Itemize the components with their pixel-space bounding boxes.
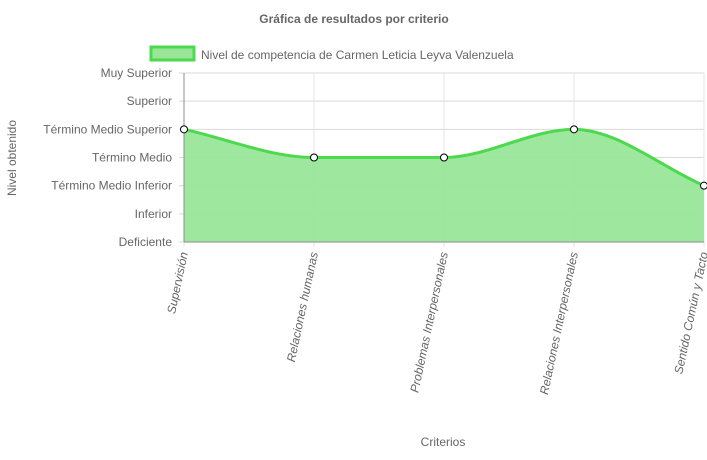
data-point[interactable] xyxy=(181,126,188,133)
chart-title: Gráfica de resultados por criterio xyxy=(259,12,448,26)
x-tick-label: Relaciones humanas xyxy=(284,251,321,364)
x-tick-labels: Supervisión Relaciones humanas Problemas I… xyxy=(164,250,707,395)
y-tick-label: Término Medio xyxy=(92,151,172,165)
x-tick-label: Problemas Interpersonales xyxy=(407,251,451,394)
y-tick-label: Término Medio Inferior xyxy=(51,179,172,193)
y-tick-label: Muy Superior xyxy=(101,66,172,80)
y-tick-labels: Deficiente Inferior Término Medio Inferior… xyxy=(43,66,172,249)
x-tick-label: Sentido Común y Tacto xyxy=(671,250,707,375)
data-point[interactable] xyxy=(701,182,707,189)
y-tick-label: Deficiente xyxy=(119,235,173,249)
y-tick-label: Término Medio Superior xyxy=(43,122,172,136)
data-point[interactable] xyxy=(571,126,578,133)
y-axis-title: Nivel obtenido xyxy=(5,120,19,196)
data-point[interactable] xyxy=(441,154,448,161)
legend-label: Nivel de competencia de Carmen Leticia L… xyxy=(201,48,514,62)
y-tick-label: Inferior xyxy=(135,207,172,221)
x-axis-title: Criterios xyxy=(421,435,466,449)
x-tick-label: Relaciones Interpersonales xyxy=(537,251,581,396)
legend-swatch xyxy=(151,47,194,60)
legend[interactable]: Nivel de competencia de Carmen Leticia L… xyxy=(151,47,514,62)
y-tick-label: Superior xyxy=(127,94,172,108)
x-tick-label: Supervisión xyxy=(164,250,191,315)
data-point[interactable] xyxy=(311,154,318,161)
